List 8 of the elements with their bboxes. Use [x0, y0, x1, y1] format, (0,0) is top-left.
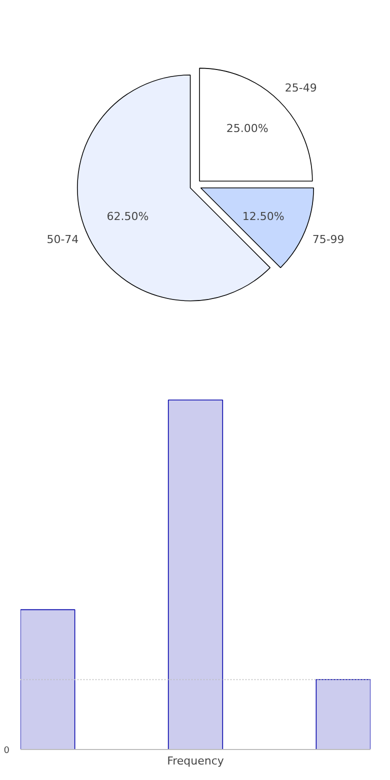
data-label: 12.50%: [242, 210, 284, 223]
x-axis-title: Frequency: [167, 754, 224, 768]
data-label: 25.00%: [226, 122, 268, 135]
slice-label: 25-49: [284, 82, 317, 95]
data-label: 62.50%: [106, 210, 149, 223]
slice-label: 50-74: [46, 233, 79, 246]
text: 0: [4, 746, 10, 756]
slice-label: 75-99: [312, 233, 344, 246]
